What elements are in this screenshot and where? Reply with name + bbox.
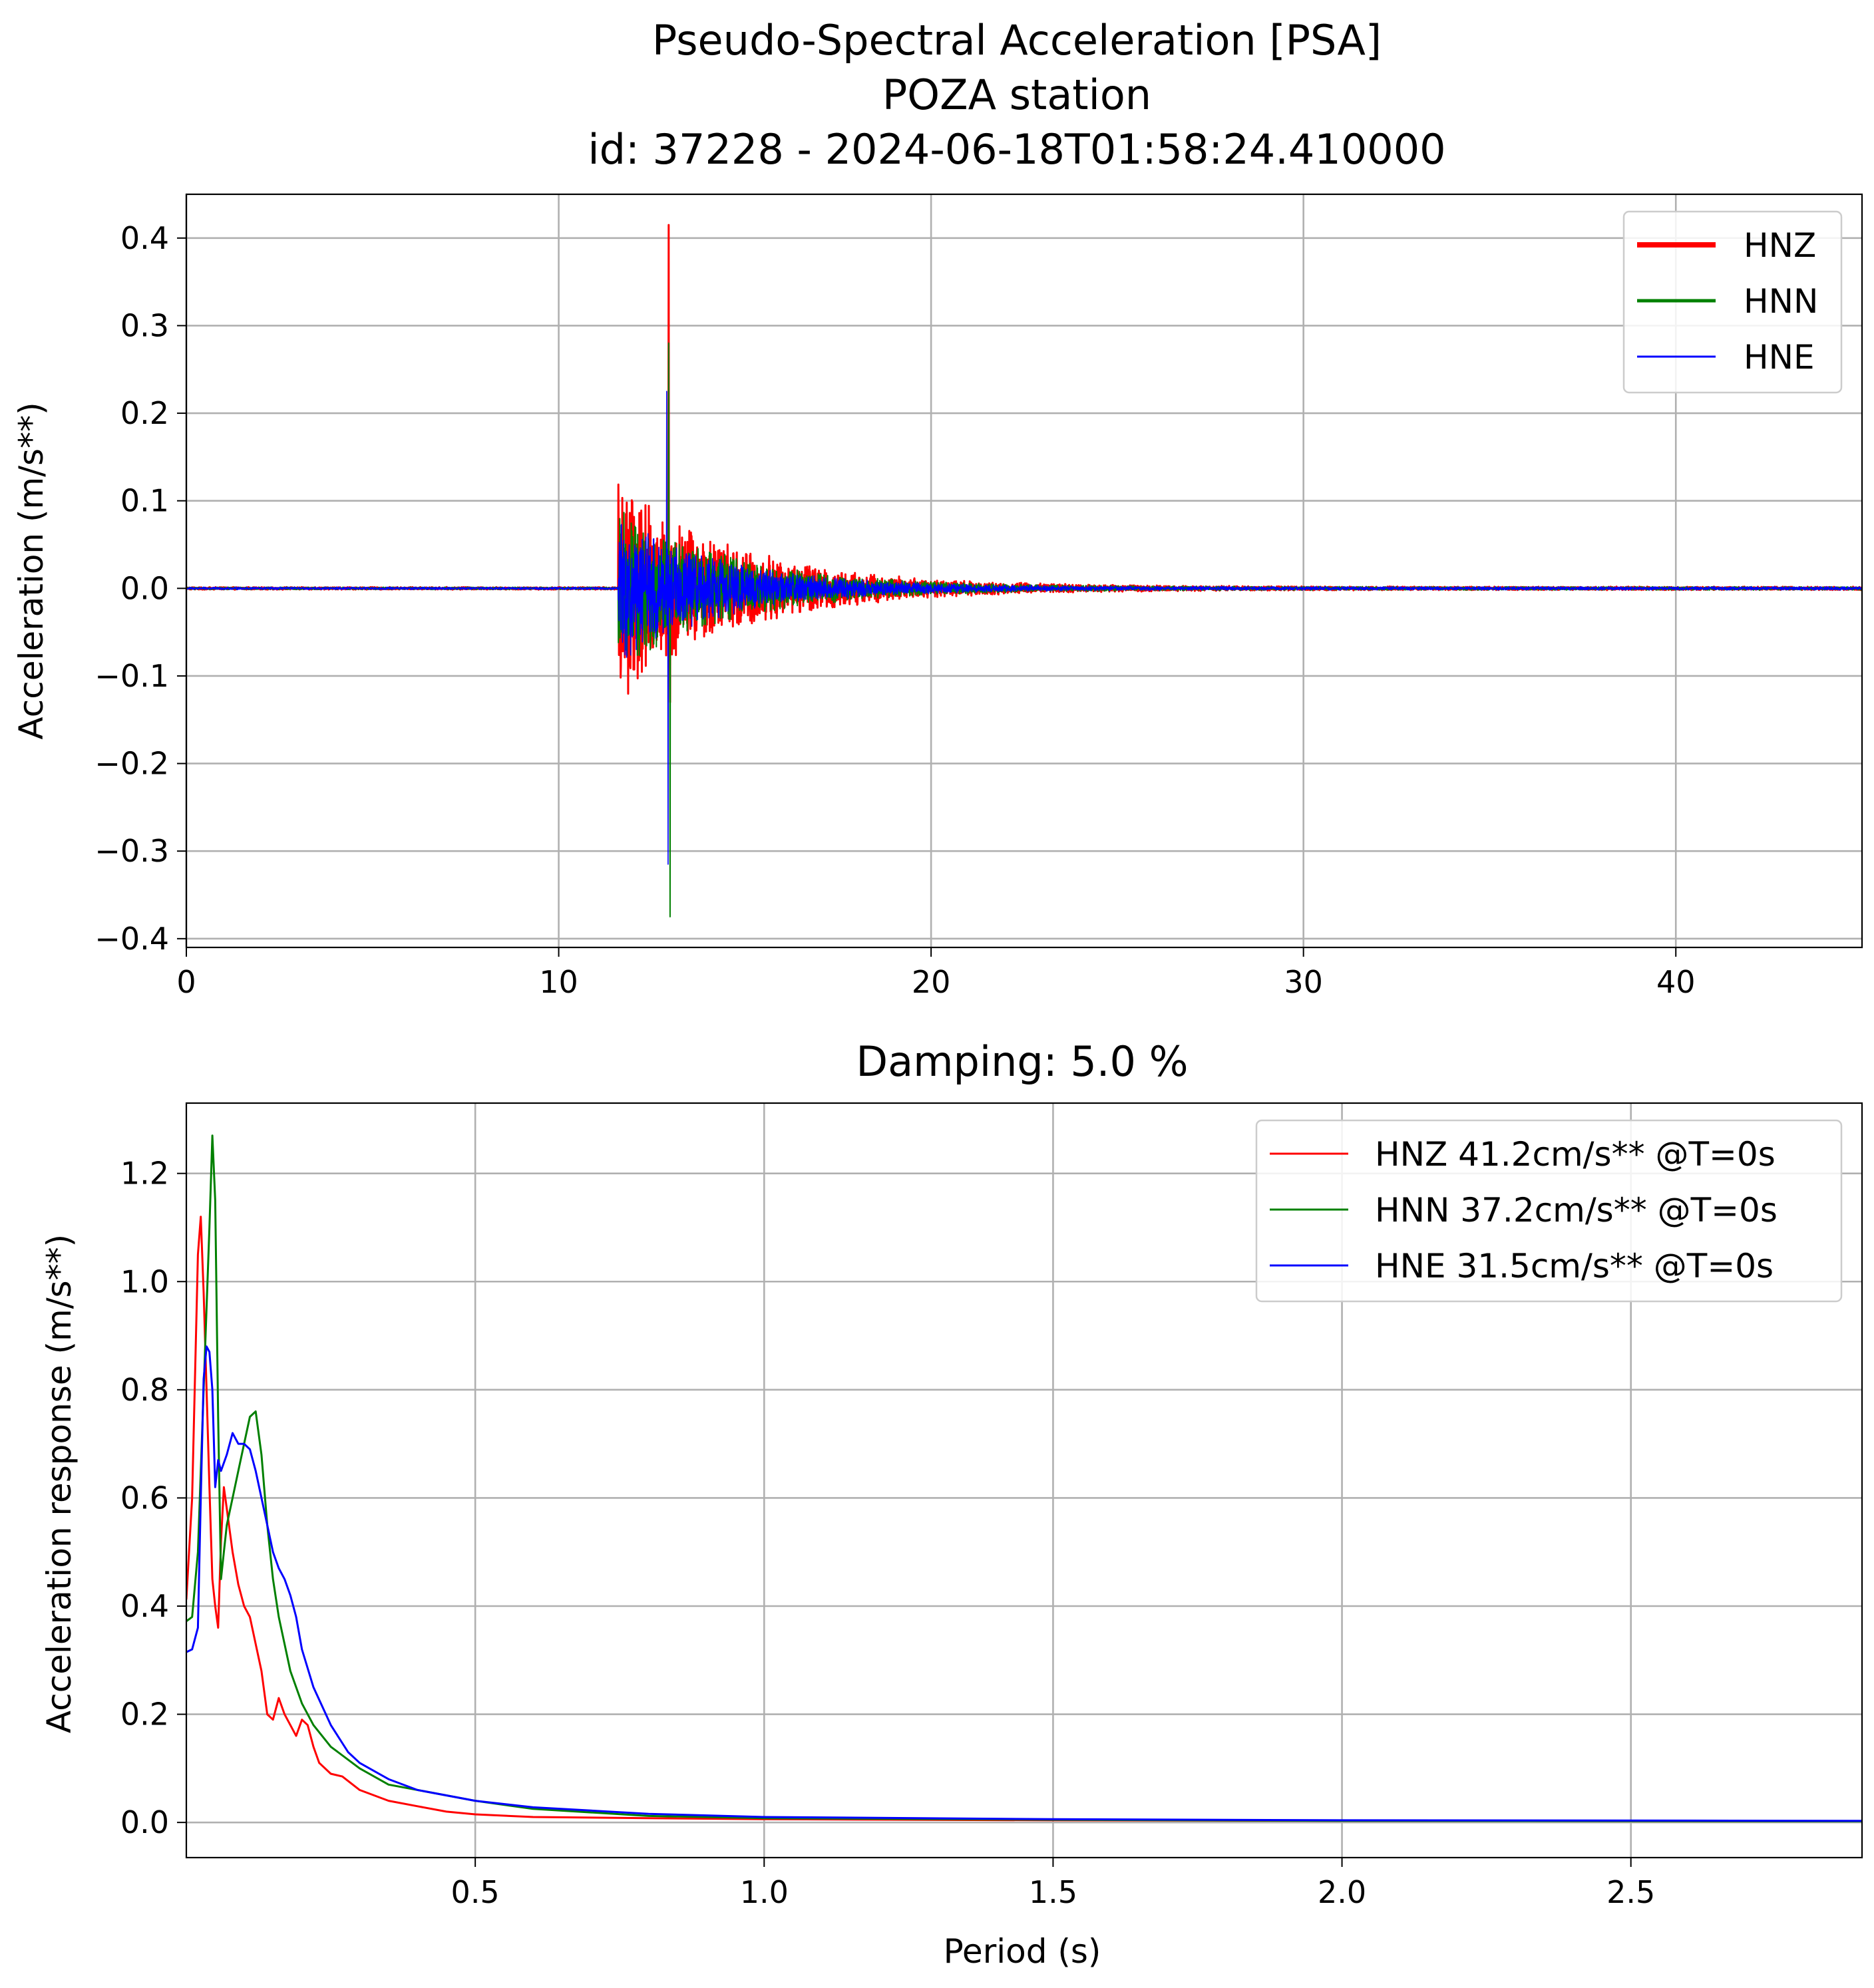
waveform-line-hne [186,391,1862,865]
waveform-xtick-label-30: 30 [1284,964,1323,1000]
spectrum-ytick-label-0p8: 0.8 [120,1372,169,1408]
spectrum-ytick-label-0p2: 0.2 [120,1697,169,1733]
waveform-ytick-label-0p3: 0.3 [120,307,169,343]
waveform-series-group [186,224,1862,917]
waveform-title-line-1: Pseudo-Spectral Acceleration [PSA] [652,16,1382,65]
spectrum-series-group [186,1134,1862,1822]
waveform-legend: HNZ HNN HNE [1622,210,1843,394]
legend-label-hnz-spectrum: HNZ 41.2cm/s** @T=0s [1375,1135,1776,1174]
legend-label-hnn-spectrum: HNN 37.2cm/s** @T=0s [1375,1191,1778,1230]
waveform-xtick-label-40: 40 [1656,964,1696,1000]
legend-label-hnn: HNN [1744,282,1818,321]
waveform-title-line-3: id: 37228 - 2024-06-18T01:58:24.410000 [588,125,1445,174]
waveform-grid [185,194,1862,947]
waveform-plot-frame [185,193,1863,949]
spectrum-ticks: 0.5 1.0 1.5 2.0 2.5 0.0 0.2 0.4 0.6 0.8 1.0 1.2 [120,1156,1655,1910]
spectrum-ytick-label-0p6: 0.6 [120,1480,169,1516]
waveform-y-axis-label: Acceleration (m/s**) [12,402,51,739]
waveform-title-line-2: POZA station [882,71,1151,119]
legend-label-hne: HNE [1744,338,1815,377]
waveform-ytick-label--0p2: −0.2 [94,746,169,782]
waveform-xtick-label-0: 0 [176,964,196,1000]
spectrum-line-hne [186,1345,1862,1822]
waveform-legend-frame [1622,210,1843,394]
spectrum-ytick-label-0p4: 0.4 [120,1588,169,1624]
waveform-ytick-label--0p1: −0.1 [94,658,169,694]
waveform-ytick-label-0p4: 0.4 [120,220,169,256]
spectrum-title: Damping: 5.0 % [856,1037,1188,1086]
spectrum-legend-frame [1255,1119,1843,1303]
legend-label-hnz: HNZ [1744,226,1816,265]
waveform-ytick-label--0p4: −0.4 [94,921,169,957]
spectrum-xtick-label-1: 1.0 [740,1874,789,1910]
waveform-ytick-label-0: 0.0 [120,570,169,606]
waveform-xtick-label-10: 10 [539,964,578,1000]
waveform-ytick-label-0p1: 0.1 [120,483,169,519]
spectrum-chart: Damping: 5.0 % 0.5 1.0 1.5 2.0 2.50.00.20.40… [40,1037,1863,1971]
spectrum-legend: HNZ 41.2cm/s** @T=0s HNN 37.2cm/s** @T=0… [1255,1119,1843,1303]
spectrum-ytick-label-0: 0.0 [120,1804,169,1840]
spectrum-xtick-label-2: 2.0 [1318,1874,1366,1910]
spectrum-ytick-label-1: 1.0 [120,1263,169,1299]
spectrum-plot-frame [185,1102,1863,1859]
spectrum-y-axis-label: Acceleration response (m/s**) [40,1234,79,1733]
spectrum-x-axis-label: Period (s) [944,1932,1101,1971]
waveform-ytick-label--0p3: −0.3 [94,833,169,869]
waveform-line-hnz [186,224,1862,703]
waveform-xtick-label-20: 20 [912,964,951,1000]
spectrum-xtick-label-1p5: 1.5 [1029,1874,1077,1910]
legend-label-hne-spectrum: HNE 31.5cm/s** @T=0s [1375,1247,1774,1285]
waveform-chart: Pseudo-Spectral Acceleration [PSA] POZA … [12,16,1863,1000]
waveform-ticks: 0 10 20 30 40 −0.4 −0.3 −0.2 −0.1 0.0 0.1 0.2 0.3 0.4 [94,220,1695,1000]
spectrum-xtick-label-0p5: 0.5 [451,1874,500,1910]
spectrum-xtick-label-2p5: 2.5 [1606,1874,1655,1910]
waveform-line-hnn [186,342,1862,917]
spectrum-line-hnz [186,1216,1862,1822]
spectrum-ytick-label-1p2: 1.2 [120,1156,169,1192]
waveform-ytick-label-0p2: 0.2 [120,395,169,431]
